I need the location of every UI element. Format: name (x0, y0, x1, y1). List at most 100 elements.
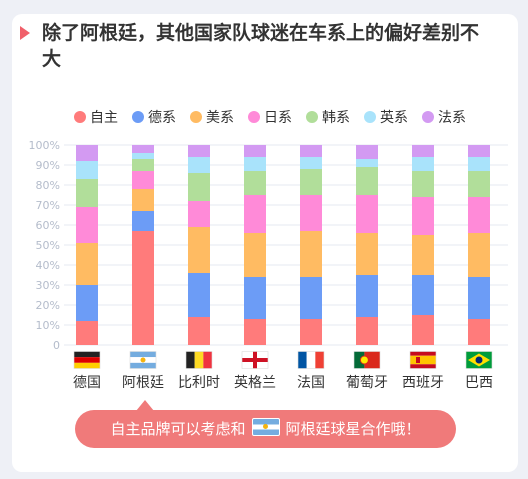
callout-text-after: 阿根廷球星合作哦！ (285, 420, 421, 438)
bar-segment (356, 233, 378, 275)
legend-swatch (132, 111, 144, 123)
x-tick-label: 比利时 (178, 375, 220, 391)
legend: 自主 德系 美系 日系 韩系 英系 法系 (74, 109, 466, 126)
bar-segment (76, 321, 98, 345)
callout-bubble: 自主品牌可以考虑和 阿根廷球星合作哦！ (75, 410, 456, 448)
bar-segment (300, 157, 322, 169)
bar-segment (300, 169, 322, 195)
bar-segment (468, 157, 490, 171)
bar-segment (412, 275, 434, 315)
legend-label: 自主 (90, 110, 118, 126)
x-tick-label: 英格兰 (234, 374, 276, 391)
bar-stack (300, 145, 322, 345)
y-tick-label: 40% (36, 259, 60, 272)
y-tick-label: 60% (36, 219, 60, 232)
x-tick-label: 葡萄牙 (346, 375, 388, 391)
chart-title: 除了阿根廷，其他国家队球迷在车系上的偏好差别不大 (42, 22, 480, 70)
x-axis: 德国 阿根廷 比利时 英格兰 法国 葡萄牙 西班牙 巴西 (73, 351, 493, 391)
bar-segment (132, 153, 154, 159)
bars (76, 145, 490, 345)
bar-segment (468, 233, 490, 277)
x-tick-label: 德国 (73, 375, 101, 391)
france-flag-icon (297, 351, 325, 369)
legend-item: 德系 (132, 110, 176, 126)
bar-segment (356, 167, 378, 195)
bar-segment (244, 195, 266, 233)
brazil-flag-icon (465, 351, 493, 369)
x-tick-label: 法国 (297, 375, 325, 391)
bar-segment (300, 145, 322, 157)
y-tick-label: 0 (53, 339, 60, 352)
bar-segment (244, 145, 266, 157)
bar-segment (244, 277, 266, 319)
bar-segment (188, 173, 210, 201)
legend-swatch (248, 111, 260, 123)
legend-label: 英系 (380, 109, 408, 126)
bar-segment (356, 317, 378, 345)
y-tick-label: 30% (36, 279, 60, 292)
bar-segment (76, 207, 98, 243)
bar-segment (76, 161, 98, 179)
bar-segment (468, 277, 490, 319)
x-tick-label: 西班牙 (402, 375, 444, 391)
x-tick-label: 阿根廷 (122, 375, 164, 391)
bar-segment (132, 159, 154, 171)
legend-swatch (422, 111, 434, 123)
bar-segment (188, 145, 210, 157)
callout-tail (136, 400, 154, 411)
bar-segment (356, 159, 378, 167)
y-tick-label: 100% (29, 139, 60, 152)
bar-segment (356, 275, 378, 317)
legend-label: 日系 (264, 110, 292, 126)
bar-segment (300, 319, 322, 345)
legend-item: 美系 (190, 110, 234, 126)
x-tick-label: 巴西 (465, 375, 493, 391)
y-axis: 0 10% 20% 30% 40% 50% 60% 70% 80% 90% 100% (29, 139, 60, 352)
bar-segment (412, 197, 434, 235)
bar-segment (76, 285, 98, 321)
legend-swatch (306, 111, 318, 123)
bar-segment (188, 157, 210, 173)
bar-segment (132, 211, 154, 231)
grid (64, 144, 508, 346)
bar-segment (356, 145, 378, 159)
bar-stack (244, 145, 266, 345)
bar-segment (188, 317, 210, 345)
bar-segment (132, 171, 154, 189)
bar-segment (244, 319, 266, 345)
bar-segment (244, 233, 266, 277)
bar-segment (76, 243, 98, 285)
callout-text-before: 自主品牌可以考虑和 (110, 420, 246, 438)
argentina-flag-icon (129, 351, 157, 369)
bar-segment (468, 171, 490, 197)
legend-item: 法系 (422, 110, 466, 126)
bar-segment (188, 201, 210, 227)
bar-segment (244, 171, 266, 195)
bar-segment (300, 231, 322, 277)
bar-stack (76, 145, 98, 345)
bar-segment (468, 319, 490, 345)
portugal-flag-icon (353, 351, 381, 369)
legend-label: 法系 (438, 110, 466, 126)
bar-segment (76, 179, 98, 207)
y-tick-label: 80% (36, 179, 60, 192)
bar-segment (244, 157, 266, 171)
legend-item: 韩系 (306, 110, 350, 126)
title-marker-icon (20, 26, 30, 40)
belgium-flag-icon (185, 351, 213, 369)
legend-label: 美系 (206, 110, 234, 126)
y-tick-label: 10% (36, 319, 60, 332)
bar-segment (412, 157, 434, 171)
bar-segment (76, 145, 98, 161)
y-tick-label: 50% (36, 239, 60, 252)
legend-label: 德系 (148, 110, 176, 126)
legend-item: 自主 (74, 110, 118, 126)
legend-swatch (74, 111, 86, 123)
bar-segment (468, 145, 490, 157)
bar-segment (300, 277, 322, 319)
bar-segment (132, 231, 154, 345)
bar-segment (132, 145, 154, 153)
bar-segment (188, 273, 210, 317)
bar-segment (412, 315, 434, 345)
legend-label: 韩系 (322, 110, 350, 126)
